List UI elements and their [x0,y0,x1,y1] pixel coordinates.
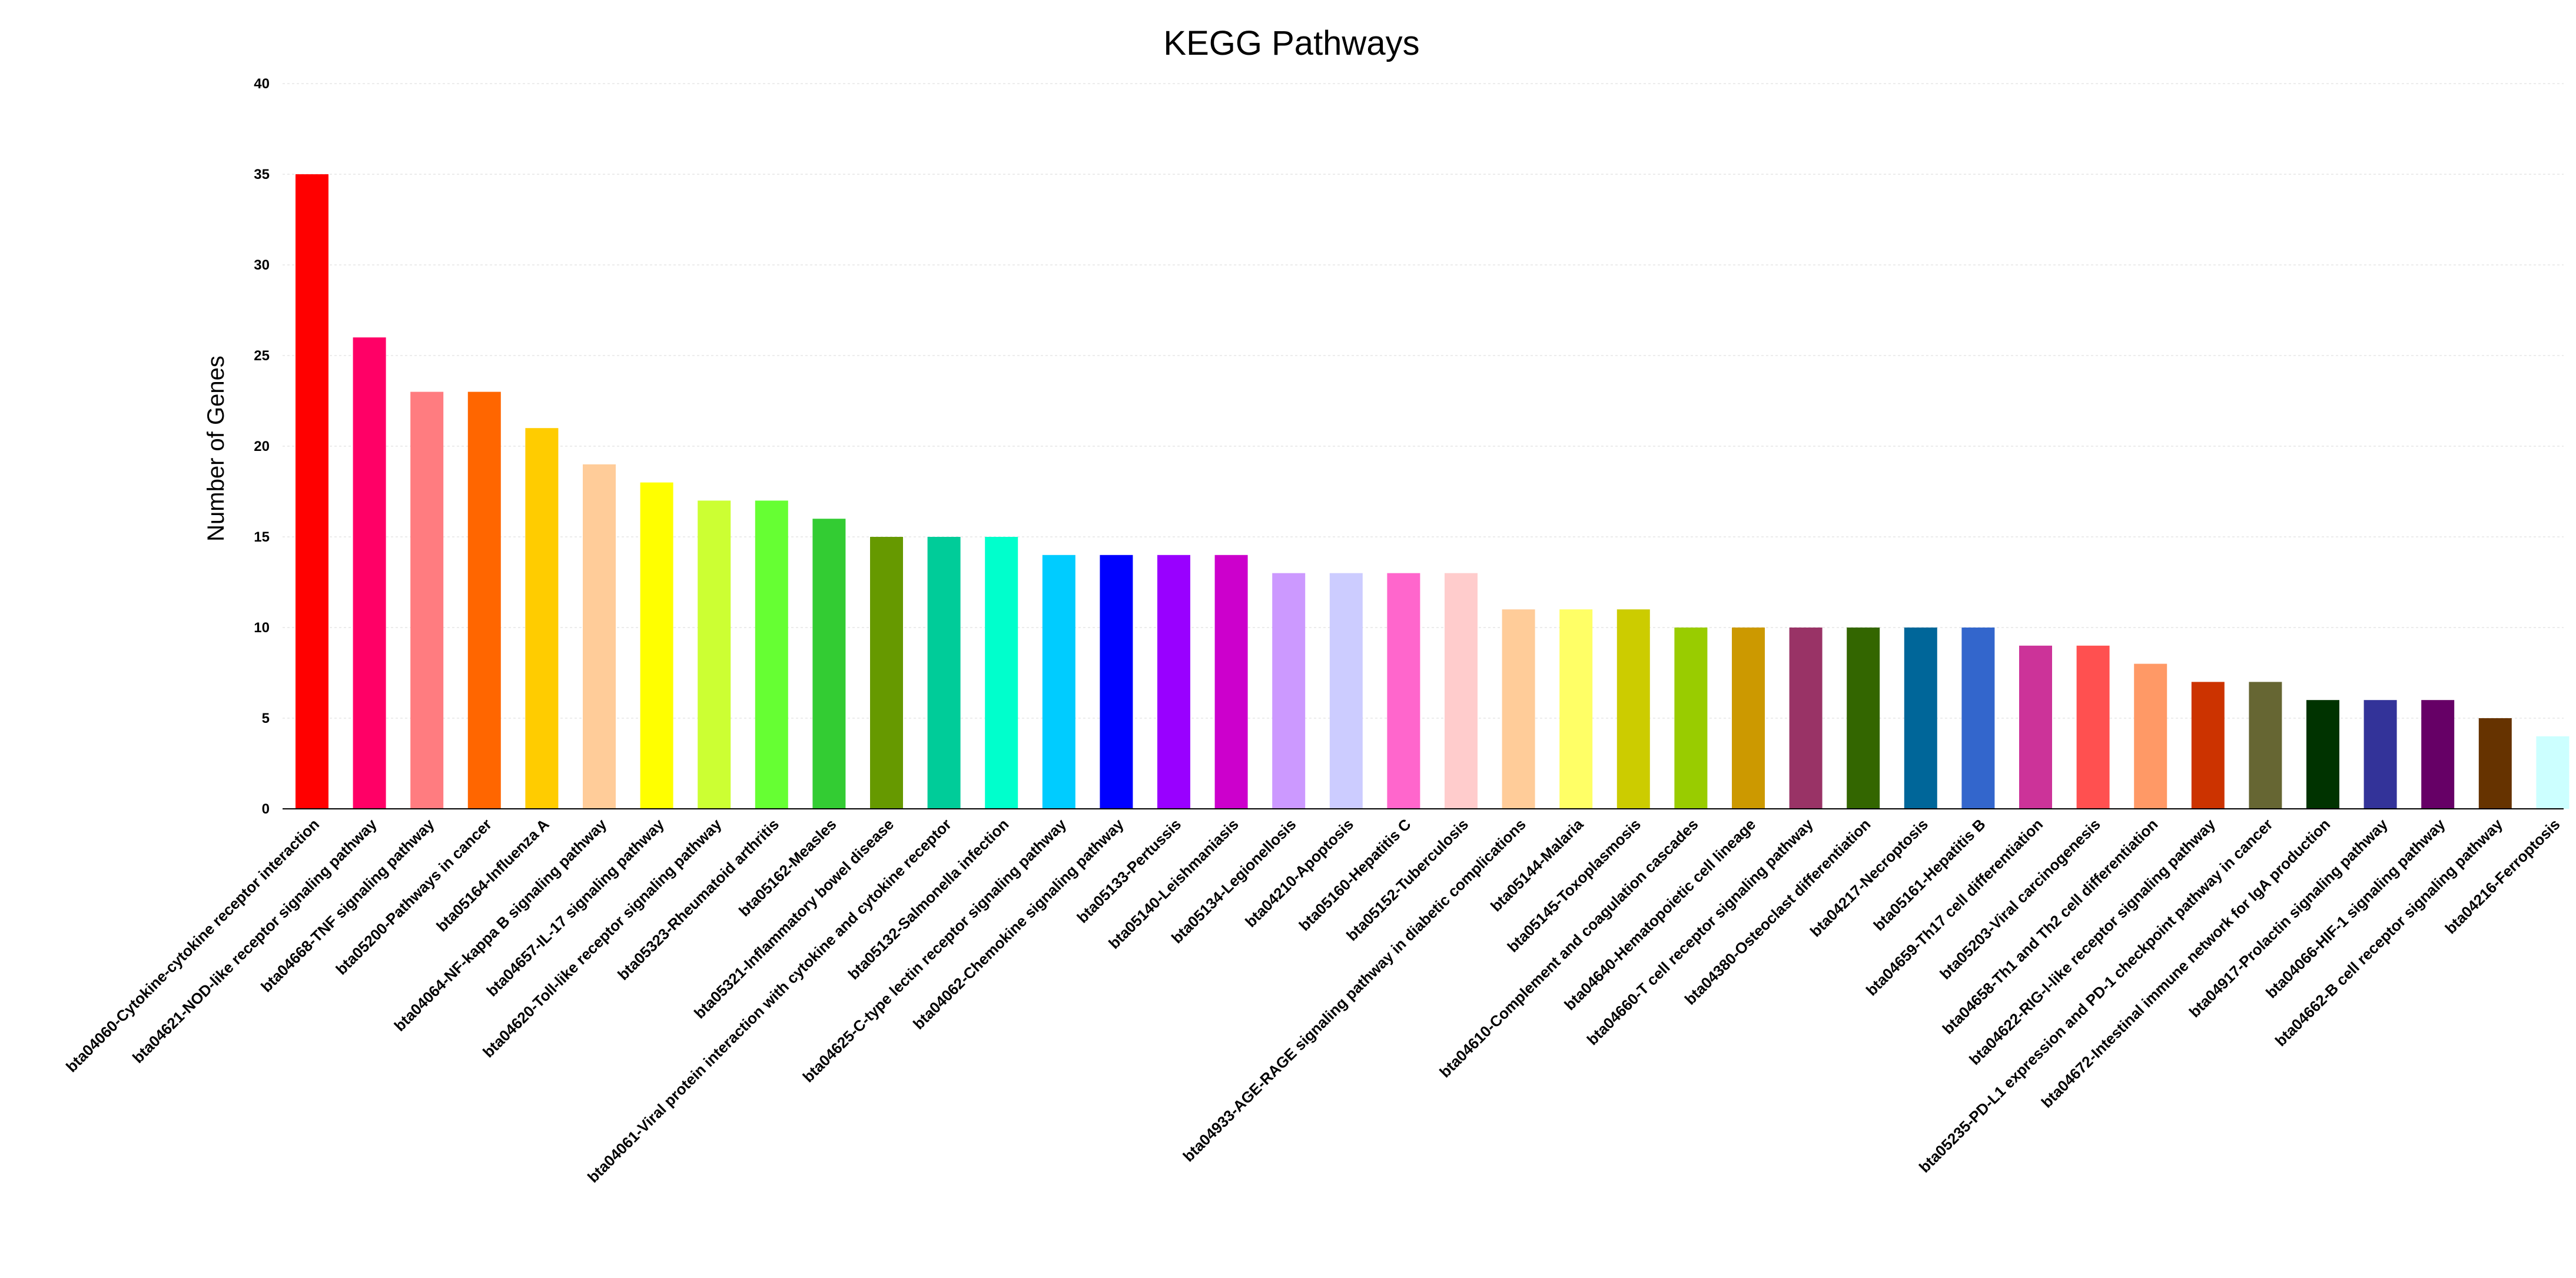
x-tick-label: bta04210-Apoptosis [1241,815,1357,931]
bar [1157,555,1190,809]
bar [410,391,444,809]
bar [2363,700,2397,809]
bar [1329,573,1363,809]
bar [525,428,559,809]
bar [1387,573,1420,809]
x-tick-label: bta04064-NF-kappa B signaling pathway [391,815,610,1035]
x-tick-label: bta04658-Th1 and Th2 cell differentiatio… [1939,815,2162,1038]
x-tick-label: bta04217-Necroptosis [1807,815,1931,940]
bar [1732,628,1765,809]
x-tick-label: bta05133-Pertussis [1073,815,1184,927]
x-tick-label: bta04625-C-type lectin receptor signalin… [799,815,1070,1086]
bar [2019,645,2052,809]
bar [985,537,1018,809]
bar [1847,628,1880,809]
y-tick-label: 30 [254,257,270,273]
chart-title: KEGG Pathways [1163,24,1419,62]
grid-lines [283,83,2564,719]
bar [640,482,673,809]
bar [812,519,846,809]
bar [467,391,501,809]
bar [1904,628,1937,809]
bar [927,537,961,809]
bars [296,174,2570,809]
x-tick-label: bta04062-Chemokine signaling pathway [909,815,1127,1033]
bar [2306,700,2339,809]
bar [2249,682,2282,809]
y-tick-label: 0 [262,801,270,817]
bar [870,537,903,809]
bar [353,337,386,809]
x-tick-label: bta05161-Hepatitis B [1870,815,1989,934]
bar [296,174,328,809]
y-axis-ticks: 0 5 10 15 20 25 30 35 40 [254,76,270,817]
x-tick-label: bta04061-Viral protein interaction with … [584,815,955,1186]
x-tick-label: bta04621-NOD-like receptor signaling pat… [129,815,380,1067]
bar [1616,609,1650,809]
y-tick-label: 40 [254,76,270,92]
x-tick-label: bta04610-Complement and coagulation casc… [1436,815,1701,1081]
x-tick-label: bta05164-Influenza A [433,815,553,935]
x-tick-label: bta04917-Prolactin signaling pathway [2186,815,2392,1021]
y-axis-label: Number of Genes [203,356,229,542]
x-tick-label: bta05160-Hepatitis C [1296,815,1415,934]
bar [2076,645,2110,809]
bar [1502,609,1535,809]
bar [2191,682,2225,809]
x-tick-label: bta05162-Measles [735,815,840,920]
y-tick-label: 20 [254,439,270,454]
bar [2478,718,2512,809]
bar [2536,736,2570,809]
x-tick-label: bta05321-Inflammatory bowel disease [691,815,897,1022]
bar [1100,555,1133,809]
bar [1445,573,1478,809]
bar [698,500,731,809]
y-tick-label: 5 [262,711,270,726]
x-tick-label: bta04216-Ferroptosis [2441,815,2563,937]
bar [1214,555,1248,809]
bar [1674,628,1708,809]
y-tick-label: 25 [254,348,270,364]
y-tick-label: 15 [254,529,270,545]
bar [755,500,788,809]
bar [1042,555,1075,809]
y-tick-label: 35 [254,167,270,182]
bar [1961,628,1995,809]
bar [1272,573,1306,809]
bar [1789,628,1823,809]
bar [2134,663,2167,809]
y-tick-label: 10 [254,620,270,636]
bar [2421,700,2455,809]
bar [1559,609,1593,809]
x-axis-ticks: bta04060-Cytokine-cytokine receptor inte… [62,815,2564,1186]
bar [583,464,616,809]
x-tick-label: bta04060-Cytokine-cytokine receptor inte… [62,815,323,1075]
